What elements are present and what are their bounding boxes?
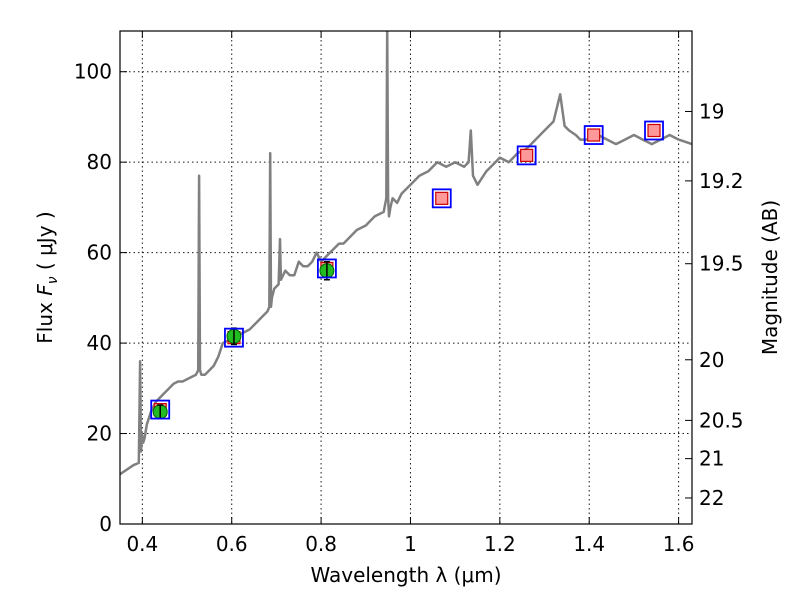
- x-tick-label: 1.6: [663, 532, 695, 556]
- filter-marker: [583, 125, 604, 145]
- spectrum-line: [120, 31, 692, 476]
- photometry-points: [150, 120, 664, 420]
- x-tick-label: 1.2: [484, 532, 516, 556]
- axis-ticks: 0.4 0.6 0.8 1 1.2 1.4 1.6 0 20 40 60 80 100 19 19.2 19.…: [74, 31, 744, 556]
- filter-marker: [224, 327, 244, 348]
- y-axis-title: Flux Fν ( μJy ): [33, 211, 61, 343]
- model-point: [587, 128, 601, 142]
- right-tick-label: 22: [699, 486, 724, 510]
- x-tick-label: 0.4: [126, 532, 158, 556]
- filter-marker: [431, 188, 452, 209]
- filter-marker: [150, 399, 171, 420]
- spectrum-series: [120, 31, 692, 476]
- y-tick-label: 60: [87, 241, 112, 265]
- filter-marker: [516, 145, 537, 166]
- right-tick-label: 20.5: [699, 408, 744, 432]
- grid-lines: [120, 31, 692, 524]
- model-point: [647, 123, 661, 138]
- right-tick-label: 19.5: [699, 252, 744, 276]
- x-tick-label: 1.4: [573, 532, 605, 556]
- x-tick-label: 1: [404, 532, 417, 556]
- y-tick-label: 0: [99, 512, 112, 536]
- right-tick-label: 21: [699, 447, 724, 471]
- y-tick-label: 40: [87, 331, 112, 355]
- x-tick-label: 0.8: [305, 532, 337, 556]
- y-tick-label: 20: [87, 422, 112, 446]
- model-point: [435, 191, 449, 205]
- y-tick-label: 80: [87, 150, 112, 174]
- right-tick-label: 19.2: [699, 169, 744, 193]
- right-tick-label: 19: [699, 99, 724, 123]
- plot-frame: [119, 30, 693, 525]
- x-tick-label: 0.6: [216, 532, 248, 556]
- y-tick-label: 100: [74, 60, 112, 84]
- filter-marker: [644, 120, 664, 141]
- right-tick-label: 20: [699, 348, 724, 372]
- filter-marker: [317, 258, 337, 279]
- model-point: [520, 148, 534, 162]
- x-axis-title: Wavelength λ (μm): [310, 563, 501, 587]
- right-y-axis-title: Magnitude (AB): [758, 200, 782, 355]
